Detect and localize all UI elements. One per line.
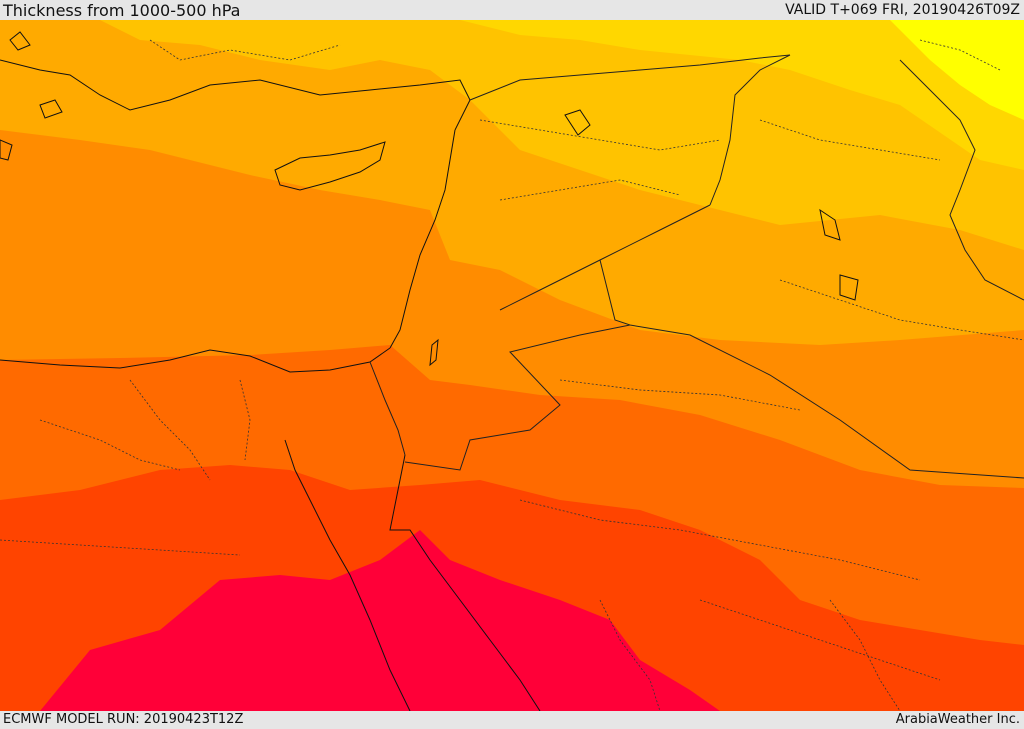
band-gold (460, 20, 1024, 170)
footer-bar: ECMWF MODEL RUN: 20190423T12Z ArabiaWeat… (0, 711, 1024, 729)
province-boundaries (0, 39, 1024, 711)
valid-time-label: VALID T+069 FRI, 20190426T09Z (785, 2, 1020, 18)
band-crimson (40, 530, 720, 711)
credit-label: ArabiaWeather Inc. (895, 712, 1020, 727)
band-yellow (890, 20, 1024, 120)
map-title: Thickness from 1000-500 hPa (3, 1, 241, 20)
model-run-label: ECMWF MODEL RUN: 20190423T12Z (3, 712, 244, 727)
coastlines (0, 31, 859, 711)
country-borders (369, 54, 1024, 479)
band-yellow-orange (100, 20, 1024, 250)
thickness-map[interactable] (0, 20, 1024, 711)
header-bar: Thickness from 1000-500 hPa VALID T+069 … (0, 0, 1024, 20)
